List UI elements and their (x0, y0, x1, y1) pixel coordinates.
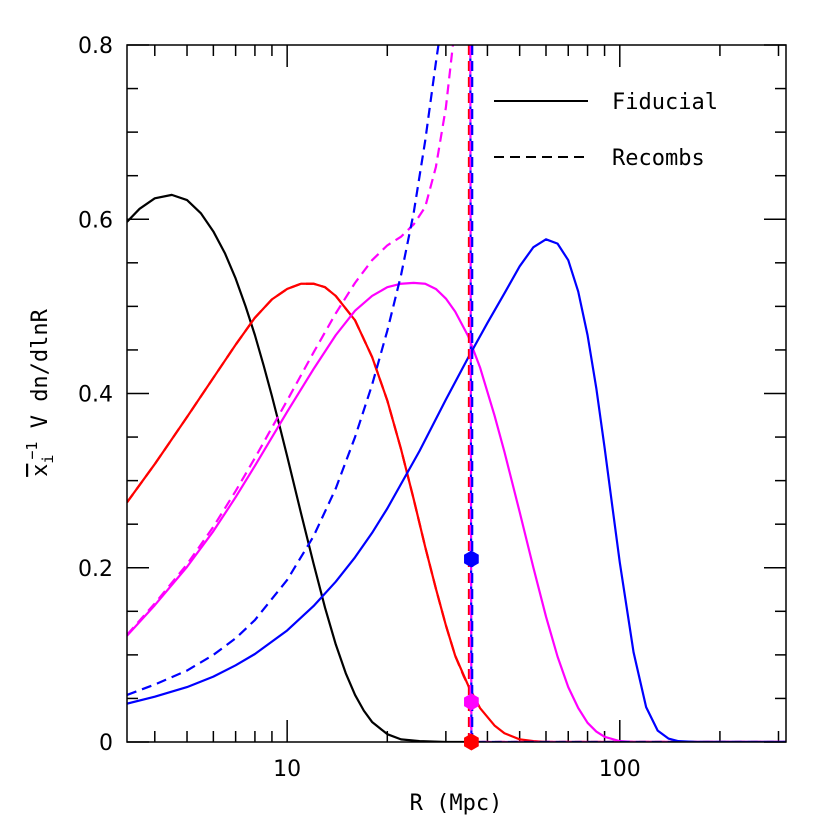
y-tick-label: 0.4 (78, 383, 113, 408)
y-axis-label-sub: i (39, 455, 57, 464)
y-tick-label: 0 (99, 731, 113, 756)
y-axis-label: xi−1 V dn/dlnR (23, 308, 57, 477)
plot-frame (126, 44, 787, 743)
y-axis-label-sup: −1 (23, 442, 41, 460)
series-line (127, 282, 786, 742)
x-tick-label: 100 (599, 757, 641, 782)
x-axis-label: R (Mpc) (410, 791, 503, 816)
hexagon-marker (464, 693, 479, 711)
hexagon-marker (464, 550, 479, 568)
hexagon-marker (464, 733, 479, 751)
svg-text:xi−1 V dn/dlnR: xi−1 V dn/dlnR (23, 308, 57, 477)
x-tick-label: 10 (273, 757, 301, 782)
legend-label-fiducial: Fiducial (612, 90, 718, 115)
legend-label-recombs: Recombs (612, 146, 705, 171)
y-tick-label: 0.2 (78, 557, 113, 582)
series-line (127, 193, 473, 742)
y-axis-label-prefix: x (28, 464, 53, 477)
legend: Fiducial Recombs (494, 90, 718, 171)
y-tick-label: 0.6 (78, 208, 113, 233)
markers (464, 550, 479, 751)
series-line (127, 238, 786, 742)
y-axis-label-rest: V dn/dlnR (28, 308, 53, 441)
plot-area (127, 45, 786, 742)
y-tick-label: 0.8 (78, 34, 113, 59)
series-line (127, 45, 786, 742)
series-line (127, 281, 786, 742)
tick-labels: 10 100 0 0.2 0.4 0.6 0.8 (78, 34, 641, 782)
